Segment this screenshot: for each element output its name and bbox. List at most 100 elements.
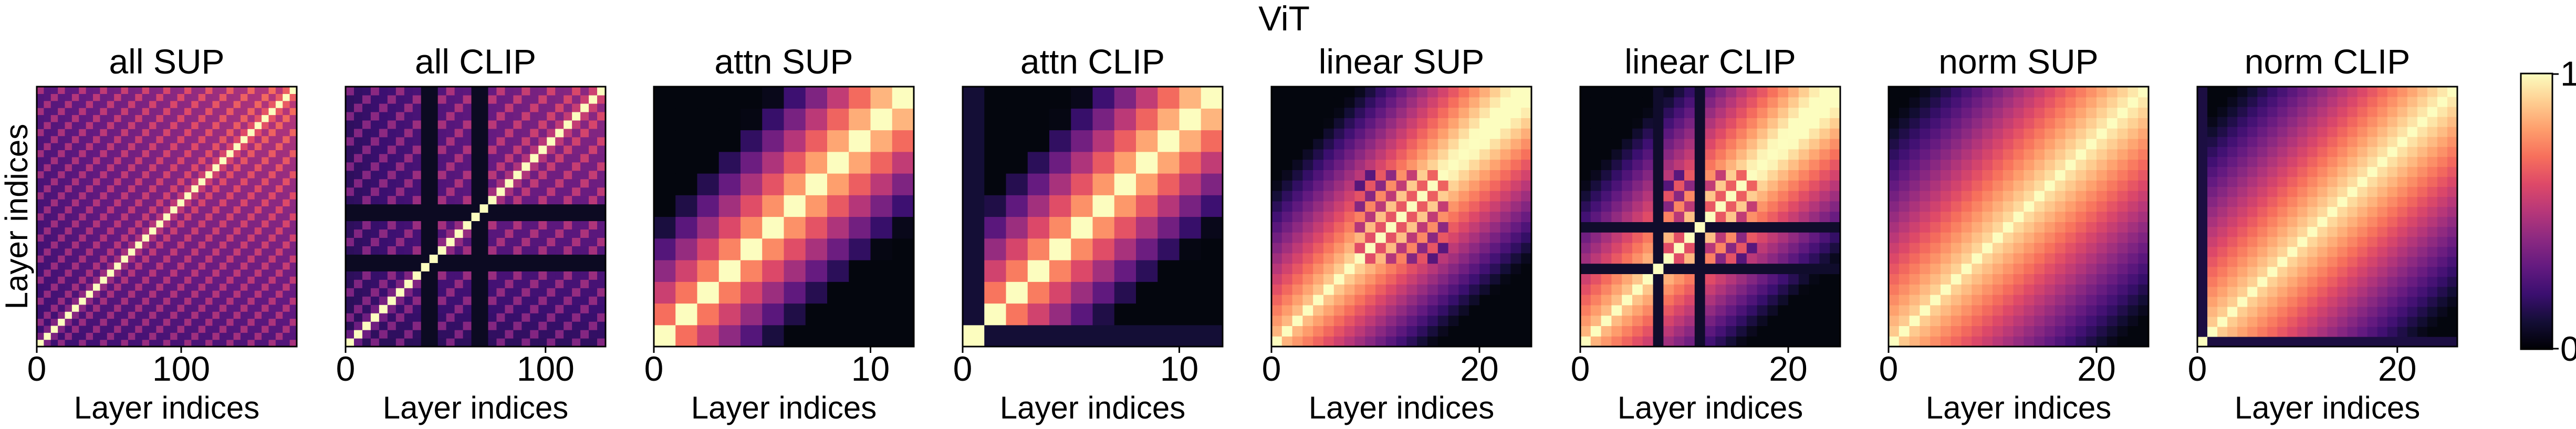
heatmap-cell (379, 338, 388, 347)
heatmap-cell (1767, 326, 1778, 337)
heatmap-cell (1705, 211, 1716, 222)
heatmap-cell (555, 246, 564, 255)
heatmap-cell (1798, 315, 1810, 326)
heatmap-cell (1157, 303, 1180, 326)
heatmap-cell (191, 143, 199, 151)
heatmap-cell (2397, 326, 2408, 337)
heatmap-cell (2327, 236, 2338, 247)
heatmap-cell (2297, 296, 2308, 307)
heatmap-cell (1819, 243, 1830, 254)
heatmap-cell (404, 237, 413, 246)
heatmap-cell (2227, 336, 2238, 347)
heatmap-cell (2034, 326, 2045, 337)
heatmap-cell (1469, 201, 1480, 212)
heatmap-cell (240, 269, 248, 277)
heatmap-cell (2407, 216, 2418, 227)
heatmap-cell (1489, 305, 1501, 316)
heatmap-cell (2317, 206, 2328, 217)
heatmap-cell (2397, 246, 2408, 257)
x-tick-label: 0 (1879, 349, 1899, 388)
heatmap-cell (1674, 253, 1685, 264)
heatmap-cell (580, 111, 589, 121)
heatmap-cell (2086, 97, 2097, 108)
heatmap-cell (1972, 232, 1983, 243)
heatmap-cell (1920, 222, 1931, 233)
heatmap-cell (547, 137, 556, 146)
heatmap-cell (107, 129, 114, 137)
heatmap-cell (2437, 336, 2448, 347)
heatmap-cell (1684, 139, 1695, 150)
heatmap-cell (100, 177, 108, 185)
heatmap-cell (1292, 97, 1303, 108)
heatmap-cell (2013, 149, 2024, 160)
heatmap-cell (741, 325, 763, 347)
heatmap-cell (479, 263, 489, 271)
heatmap-cell (219, 87, 227, 94)
heatmap-cell (2207, 296, 2218, 307)
heatmap-cell (1580, 274, 1591, 285)
heatmap-cell (1941, 139, 1952, 150)
heatmap-cell (1427, 180, 1438, 191)
heatmap-cell (2237, 326, 2248, 337)
heatmap-cell (93, 332, 101, 340)
heatmap-cell (2076, 97, 2087, 108)
heatmap-cell (2106, 107, 2118, 118)
heatmap-cell (2237, 296, 2248, 307)
heatmap-cell (1889, 180, 1900, 191)
heatmap-cell (1961, 263, 1972, 274)
heatmap-cell (1396, 191, 1407, 202)
heatmap-cell (496, 271, 505, 280)
heatmap-cell (387, 87, 397, 96)
heatmap-cell (479, 296, 489, 305)
heatmap-cell (1114, 281, 1136, 304)
heatmap-cell (1798, 295, 1810, 306)
heatmap-cell (2024, 222, 2035, 233)
heatmap-cell (2003, 170, 2014, 181)
heatmap-cell (283, 206, 290, 214)
heatmap-cell (1344, 274, 1355, 285)
heatmap-cell (429, 271, 439, 280)
heatmap-cell (446, 288, 455, 297)
heatmap-cell (488, 120, 497, 129)
heatmap-cell (2106, 191, 2118, 202)
heatmap-cell (1385, 305, 1397, 316)
heatmap-cell (1365, 170, 1376, 181)
heatmap-cell (505, 330, 514, 339)
heatmap-cell (219, 100, 227, 108)
heatmap-cell (233, 255, 241, 263)
heatmap-cell (387, 313, 397, 322)
heatmap-cell (1961, 284, 1972, 295)
heatmap-cell (86, 206, 93, 214)
heatmap-cell (170, 297, 178, 305)
heatmap-cell (2065, 180, 2076, 191)
heatmap-cell (121, 185, 129, 193)
heatmap-cell (1611, 170, 1622, 181)
heatmap-cell (2287, 266, 2298, 277)
heatmap-cell (1830, 149, 1841, 160)
heatmap-cell (379, 313, 388, 322)
heatmap-cell (79, 297, 87, 305)
heatmap-cell (870, 325, 893, 347)
heatmap-cell (437, 330, 447, 339)
heatmap-cell (1281, 139, 1293, 150)
heatmap-cell (283, 100, 290, 108)
heatmap-cell (142, 171, 150, 179)
heatmap-cell (572, 187, 581, 196)
heatmap-cell (135, 276, 143, 284)
heatmap-cell (2267, 216, 2278, 227)
heatmap-cell (1201, 108, 1223, 131)
heatmap-cell (2267, 186, 2278, 197)
heatmap-cell (2034, 232, 2045, 243)
heatmap-cell (289, 339, 297, 347)
heatmap-cell (1365, 211, 1376, 222)
heatmap-cell (346, 288, 354, 297)
heatmap-cell (1427, 243, 1438, 254)
heatmap-cell (1674, 211, 1685, 222)
heatmap-cell (2013, 336, 2024, 347)
heatmap-cell (395, 162, 405, 171)
heatmap-cell (142, 297, 150, 305)
heatmap-cell (2003, 118, 2014, 129)
heatmap-cell (233, 164, 241, 172)
heatmap-cell (86, 220, 93, 228)
heatmap-cell (784, 325, 806, 347)
